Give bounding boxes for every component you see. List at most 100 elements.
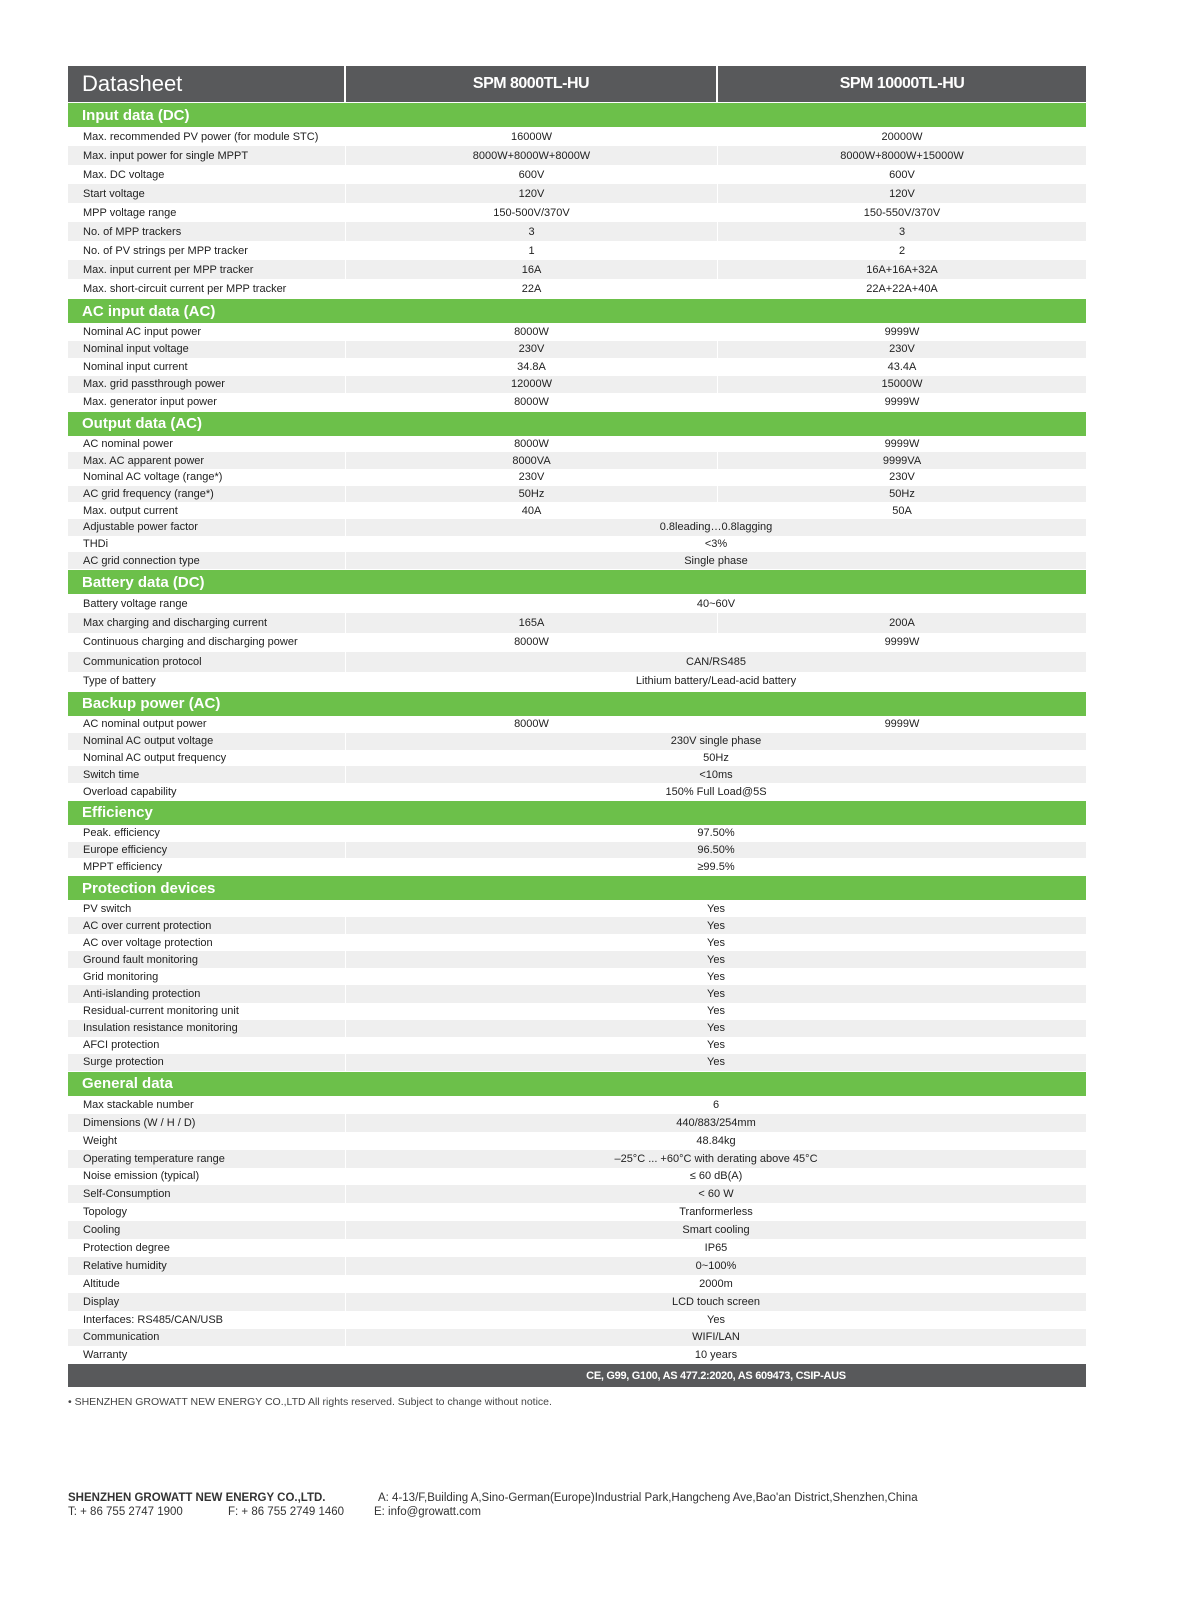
section-header: Battery data (DC): [68, 570, 1086, 594]
table-row: Nominal AC output frequency 50Hz: [68, 749, 1086, 767]
table-row: Nominal AC voltage (range*) 230V 230V: [68, 468, 1086, 486]
section-header: Protection devices: [68, 876, 1086, 900]
row-label: AFCI protection: [68, 1036, 346, 1054]
row-label: No. of MPP trackers: [68, 222, 346, 241]
model-2-value: 9999W: [884, 636, 920, 649]
shared-value: < 60 W: [698, 1188, 734, 1201]
row-label: Max charging and discharging current: [68, 613, 346, 633]
section-rows: Battery voltage range 40~60V Max charging …: [68, 594, 1086, 691]
shared-value: Yes: [707, 1005, 725, 1018]
shared-value: 40~60V: [696, 597, 736, 610]
model-1-value: 230V: [346, 468, 718, 486]
table-row: Type of battery Lithium battery/Lead-acid…: [68, 671, 1086, 691]
row-label: Adjustable power factor: [68, 518, 346, 536]
company-name: SHENZHEN GROWATT NEW ENERGY CO.,LTD.: [68, 1492, 326, 1504]
table-row: Peak. efficiency 97.50%: [68, 824, 1086, 842]
shared-value: Yes: [707, 1313, 725, 1326]
model-2-value: 20000W: [881, 130, 923, 143]
shared-value: 440/883/254mm: [676, 1116, 756, 1129]
table-body: Input data (DC) Max. recommended PV power…: [68, 103, 1086, 1365]
row-label: Max. output current: [68, 502, 346, 519]
table-row: AC nominal output power 8000W 9999W: [68, 715, 1086, 733]
model-1-value: 600V: [346, 165, 718, 184]
row-label: Switch time: [68, 766, 346, 784]
model-2-value: 9999W: [884, 395, 920, 408]
row-label: Topology: [68, 1203, 346, 1222]
table-row: Start voltage 120V 120V: [68, 184, 1086, 203]
model-1-value: 8000W: [346, 715, 718, 733]
row-label: MPP voltage range: [68, 203, 346, 222]
model-1-value: 50Hz: [346, 485, 718, 503]
shared-value: ≥99.5%: [697, 860, 735, 873]
shared-value: 96.50%: [697, 843, 735, 856]
row-label: AC over current protection: [68, 917, 346, 935]
model-1-value: 34.8A: [346, 358, 718, 376]
model-2-value: 2: [898, 244, 906, 257]
company-address: A: 4-13/F,Building A,Sino-German(Europe)…: [378, 1492, 918, 1504]
shared-value: Yes: [707, 902, 725, 915]
model-1-value: 165A: [346, 613, 718, 633]
row-label: Max. input power for single MPPT: [68, 146, 346, 165]
model-2-value: 150-550V/370V: [863, 206, 941, 219]
shared-value: 10 years: [694, 1349, 738, 1362]
section-header: General data: [68, 1071, 1086, 1096]
table-row: No. of MPP trackers 3 3: [68, 222, 1086, 241]
table-row: AC grid connection type Single phase: [68, 552, 1086, 569]
row-label: Residual-current monitoring unit: [68, 1002, 346, 1020]
row-label: PV switch: [68, 900, 346, 918]
row-label: Max. short-circuit current per MPP track…: [68, 279, 346, 298]
shared-value: WIFI/LAN: [692, 1331, 740, 1344]
section-rows: Nominal AC input power 8000W 9999W Nominal …: [68, 323, 1086, 411]
table-row: Relative humidity 0~100%: [68, 1256, 1086, 1275]
section-rows: Max stackable number 6 Dimensions (W / H /…: [68, 1095, 1086, 1365]
row-label: Start voltage: [68, 184, 346, 203]
table-row: Max charging and discharging current 165A…: [68, 613, 1086, 633]
row-label: Noise emission (typical): [68, 1167, 346, 1186]
datasheet-table: Datasheet SPM 8000TL-HU SPM 10000TL-HU I…: [68, 66, 1086, 1388]
model-2-value: 120V: [889, 187, 915, 200]
model-1-value: 150-500V/370V: [346, 203, 718, 222]
shared-value: Yes: [707, 936, 725, 949]
model-1-value: 3: [346, 222, 718, 241]
table-row: MPP voltage range 150-500V/370V 150-550V/3…: [68, 203, 1086, 222]
row-label: Peak. efficiency: [68, 824, 346, 842]
table-row: Ground fault monitoring Yes: [68, 951, 1086, 969]
section-header: Input data (DC): [68, 103, 1086, 127]
row-label: Interfaces: RS485/CAN/USB: [68, 1310, 346, 1329]
shared-value: 48.84kg: [696, 1134, 736, 1147]
row-label: AC nominal output power: [68, 715, 346, 733]
shared-value: Single phase: [684, 554, 748, 567]
row-label: Altitude: [68, 1274, 346, 1293]
row-label: Anti-islanding protection: [68, 985, 346, 1003]
table-row: AC grid frequency (range*) 50Hz 50Hz: [68, 485, 1086, 503]
model-1-value: 8000W: [346, 632, 718, 653]
row-label: No. of PV strings per MPP tracker: [68, 241, 346, 260]
row-label: Nominal AC output frequency: [68, 749, 346, 767]
table-row: AC nominal power 8000W 9999W: [68, 435, 1086, 453]
table-row: Continuous charging and discharging powe…: [68, 632, 1086, 653]
row-label: Nominal AC voltage (range*): [68, 468, 346, 486]
row-label: Display: [68, 1292, 346, 1311]
row-label: Max. AC apparent power: [68, 452, 346, 469]
shared-value: Yes: [707, 1022, 725, 1035]
table-header: Datasheet SPM 8000TL-HU SPM 10000TL-HU: [68, 66, 1086, 102]
shared-value: Tranformerless: [679, 1206, 753, 1219]
row-label: Weight: [68, 1131, 346, 1150]
model-2-value: 9999W: [884, 325, 920, 338]
table-row: Self-Consumption < 60 W: [68, 1185, 1086, 1204]
table-row: Dimensions (W / H / D) 440/883/254mm: [68, 1113, 1086, 1132]
table-row: Altitude 2000m: [68, 1274, 1086, 1293]
table-row: Max. short-circuit current per MPP track…: [68, 279, 1086, 298]
shared-value: 50Hz: [703, 751, 729, 764]
row-label: Max. DC voltage: [68, 165, 346, 184]
row-label: Continuous charging and discharging powe…: [68, 632, 346, 653]
table-row: Max. recommended PV power (for module ST…: [68, 127, 1086, 146]
model-2-value: 43.4A: [887, 360, 917, 373]
row-label: AC grid frequency (range*): [68, 485, 346, 503]
row-label: Communication: [68, 1328, 346, 1347]
section-rows: PV switch Yes AC over current protection Ye…: [68, 900, 1086, 1071]
shared-value: Yes: [707, 1039, 725, 1052]
shared-value: 6: [712, 1098, 720, 1111]
shared-value: 230V single phase: [670, 735, 762, 748]
row-label: Europe efficiency: [68, 841, 346, 859]
